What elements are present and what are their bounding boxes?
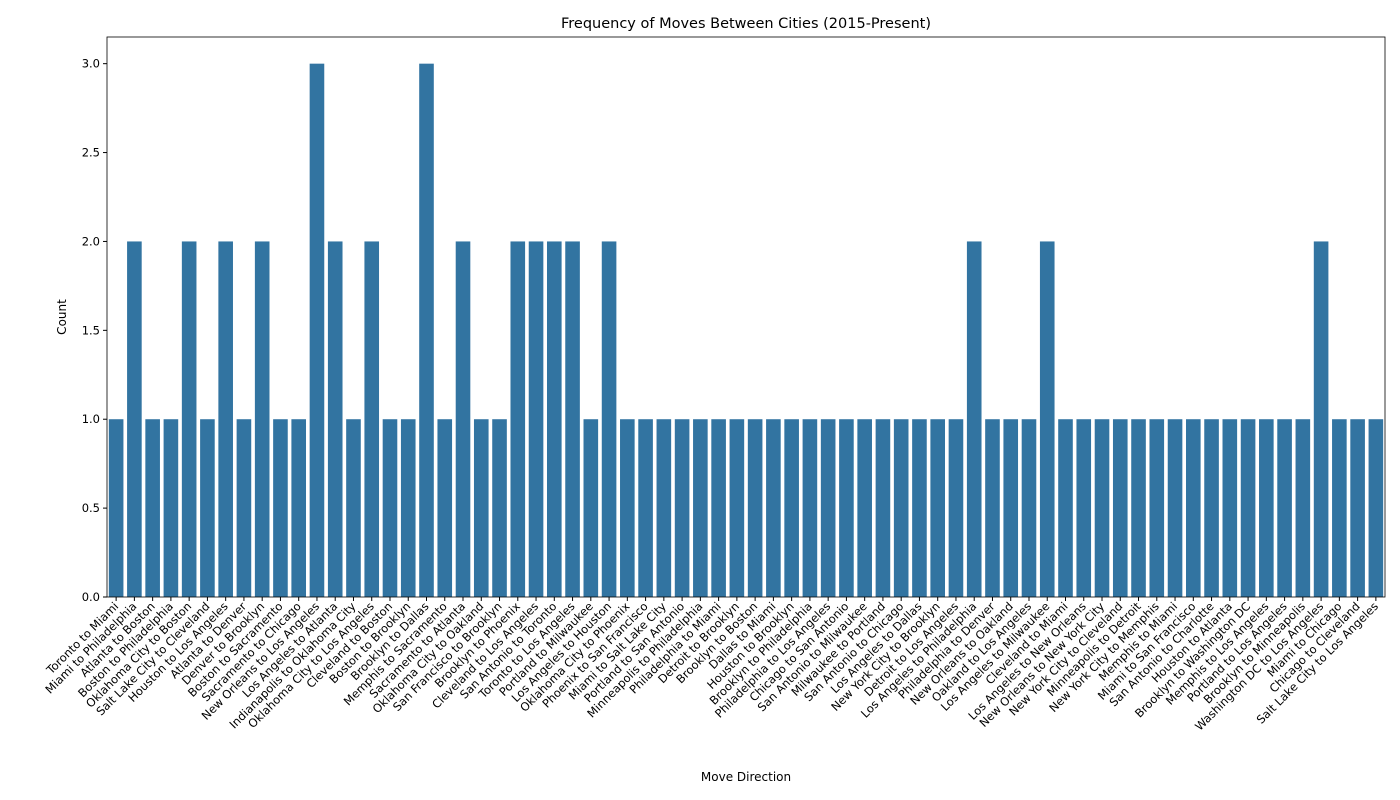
bar <box>747 419 763 597</box>
bar <box>601 241 617 597</box>
bar <box>1350 419 1365 597</box>
bar <box>309 63 325 597</box>
bar <box>729 419 745 597</box>
bar <box>455 241 471 597</box>
bar <box>857 419 872 597</box>
bar <box>1332 419 1347 597</box>
bar <box>966 241 982 597</box>
bar <box>181 241 197 597</box>
bar <box>1149 419 1165 597</box>
y-tick-label: 1.0 <box>82 412 100 426</box>
bar <box>620 419 635 597</box>
bar <box>893 419 909 597</box>
bar <box>419 63 434 597</box>
bar <box>638 419 653 597</box>
bar <box>327 241 343 597</box>
y-tick-label: 0.5 <box>82 501 100 515</box>
bar <box>254 241 270 597</box>
bar <box>1295 419 1311 597</box>
bar <box>546 241 562 597</box>
y-tick-label: 0.0 <box>82 590 100 604</box>
bar <box>912 419 927 597</box>
bar <box>693 419 708 597</box>
bar <box>163 419 179 597</box>
bar <box>1131 419 1146 597</box>
bar <box>1003 419 1019 597</box>
bar <box>127 241 142 597</box>
bar <box>145 419 160 597</box>
bar <box>346 419 361 597</box>
bar <box>437 419 453 597</box>
bar <box>492 419 507 597</box>
bar <box>1204 419 1219 597</box>
bar <box>528 241 544 597</box>
bar <box>108 419 124 597</box>
bar <box>382 419 398 597</box>
bar <box>1167 419 1183 597</box>
bar <box>1240 419 1256 597</box>
y-tick-label: 3.0 <box>82 57 100 71</box>
chart-title: Frequency of Moves Between Cities (2015-… <box>561 16 931 32</box>
bar <box>1313 241 1329 597</box>
bar <box>1222 419 1238 597</box>
bar <box>948 419 964 597</box>
plot-frame <box>106 36 1386 598</box>
bar <box>565 241 580 597</box>
bar <box>1058 419 1073 597</box>
bar <box>1112 419 1128 597</box>
bar <box>766 419 781 597</box>
bar <box>1039 241 1055 597</box>
bar <box>674 419 690 597</box>
bar <box>510 241 526 597</box>
bar <box>656 419 672 597</box>
bar <box>985 419 1000 597</box>
bar <box>839 419 854 597</box>
bar <box>583 419 599 597</box>
bar <box>1076 419 1092 597</box>
bar <box>784 419 799 597</box>
bar <box>930 419 946 597</box>
bar <box>1368 419 1384 597</box>
x-axis-label: Move Direction <box>701 770 791 784</box>
bar <box>711 419 726 597</box>
bar <box>875 419 891 597</box>
bar <box>1094 419 1110 597</box>
bar <box>400 419 416 597</box>
bar <box>473 419 489 597</box>
bar <box>273 419 288 597</box>
y-tick-label: 2.0 <box>82 234 100 248</box>
bar <box>291 419 307 597</box>
bar <box>1259 419 1274 597</box>
y-axis-label: Count <box>55 299 69 335</box>
bar <box>1021 419 1037 597</box>
bar <box>1277 419 1292 597</box>
bar <box>1185 419 1201 597</box>
bar <box>200 419 215 597</box>
bar <box>218 241 233 597</box>
bar <box>236 419 252 597</box>
bar <box>820 419 836 597</box>
y-tick-label: 1.5 <box>82 323 100 337</box>
y-tick-label: 2.5 <box>82 146 100 160</box>
bar <box>802 419 818 597</box>
bar <box>364 241 380 597</box>
